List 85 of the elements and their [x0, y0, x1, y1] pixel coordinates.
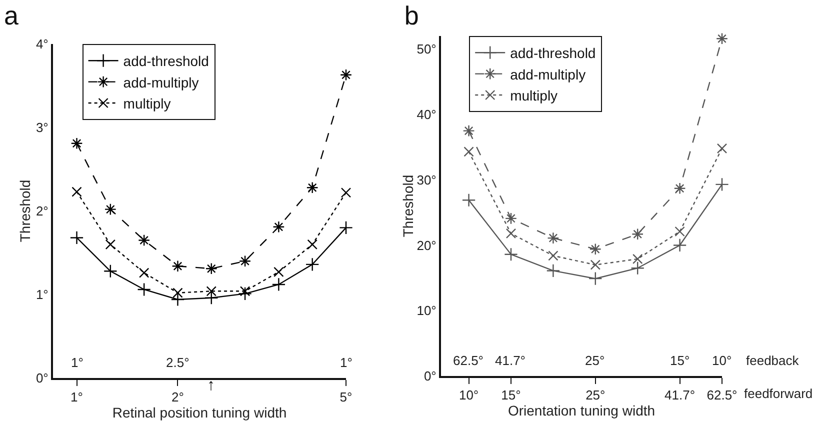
annotation: 2.5° — [166, 355, 190, 370]
y-tick-label: 0° — [36, 370, 48, 386]
legend-label: add-threshold — [123, 53, 209, 70]
y-tick-label: 1° — [36, 287, 48, 302]
point — [172, 260, 184, 272]
point — [272, 278, 286, 292]
y-tick-label: 4° — [36, 36, 48, 52]
point — [104, 203, 116, 216]
point — [137, 282, 151, 296]
point — [274, 266, 284, 278]
annotation: 1° — [340, 355, 352, 370]
x-tick-label: 41.7° — [664, 388, 696, 403]
point — [716, 32, 728, 45]
legend-label: add-multiply — [123, 74, 199, 90]
x-tick-label: 5° — [340, 390, 352, 405]
annotation: 25° — [585, 353, 605, 368]
point — [340, 188, 352, 198]
chart-title: a — [4, 0, 19, 31]
legend-label: multiply — [123, 95, 171, 112]
y-axis-title: Threshold — [400, 174, 416, 238]
point — [339, 220, 353, 235]
y-tick-label: 0° — [424, 368, 436, 384]
x-axis-title: Retinal position tuning width — [112, 404, 287, 421]
x-axis-title: Orientation tuning width — [508, 402, 656, 419]
point — [238, 286, 252, 301]
point — [672, 238, 687, 252]
point — [464, 146, 474, 157]
legend-label: add-multiply — [510, 66, 586, 82]
point — [305, 258, 320, 272]
point — [205, 262, 218, 275]
y-tick-label: 20° — [416, 238, 436, 253]
annotation: 15° — [670, 353, 690, 368]
point — [590, 260, 600, 270]
point — [546, 264, 560, 278]
point — [105, 239, 116, 250]
annotation: 10° — [712, 353, 732, 368]
point — [716, 143, 728, 154]
x-tick-label: 25° — [586, 388, 606, 403]
point — [674, 182, 686, 194]
point — [462, 124, 475, 137]
x-tick-label: 10° — [458, 388, 479, 403]
point — [504, 212, 517, 224]
point — [462, 193, 476, 208]
point — [104, 264, 118, 278]
y-tick-label: 2° — [36, 204, 48, 219]
annotation: ↑ — [207, 377, 215, 394]
annotation: 41.7° — [495, 353, 526, 368]
point — [138, 268, 150, 278]
y-tick-label: 10° — [416, 303, 436, 318]
chart-title: b — [404, 0, 419, 31]
text: feedback — [746, 353, 800, 368]
legend-label: add-threshold — [510, 45, 596, 62]
point — [632, 228, 644, 240]
annotation: 62.5° — [453, 353, 484, 368]
y-tick-label: 30° — [416, 172, 436, 188]
point — [70, 137, 83, 150]
point — [70, 230, 84, 245]
point — [306, 182, 318, 194]
y-tick-label: 3° — [36, 120, 48, 136]
point — [239, 255, 252, 268]
point — [340, 68, 352, 81]
point — [715, 178, 729, 192]
point — [630, 261, 644, 276]
x-tick-label: 15° — [501, 388, 521, 403]
point — [547, 232, 560, 244]
point — [506, 228, 516, 239]
point — [307, 239, 318, 250]
y-axis-title: Threshold — [17, 180, 34, 242]
legend-label: multiply — [510, 87, 558, 104]
point — [504, 247, 518, 262]
point — [548, 250, 558, 261]
text: feedforward — [744, 386, 813, 401]
point — [138, 234, 150, 246]
point — [632, 254, 643, 264]
y-tick-label: 50° — [416, 42, 436, 57]
point — [589, 243, 602, 256]
point — [72, 186, 82, 197]
x-tick-label: 62.5° — [706, 388, 738, 403]
y-tick-label: 40° — [416, 107, 436, 122]
x-tick-label: 2° — [172, 390, 184, 405]
x-tick-label: 1° — [70, 390, 83, 405]
annotation: 1° — [71, 355, 84, 370]
point — [272, 220, 285, 233]
point — [588, 272, 602, 286]
point — [674, 226, 685, 237]
